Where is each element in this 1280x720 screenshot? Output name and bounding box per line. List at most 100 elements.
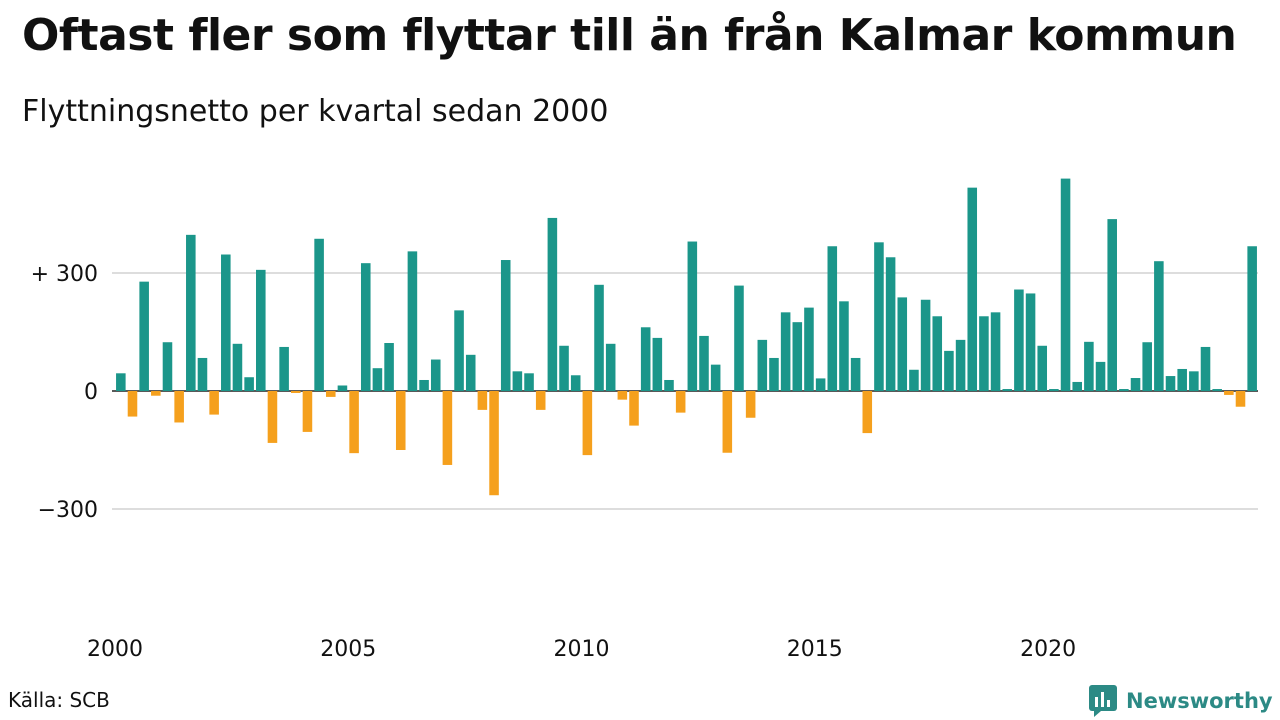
- bar: [885, 257, 896, 391]
- bar: [932, 316, 943, 391]
- chart-title: Oftast fler som flyttar till än från Kal…: [22, 10, 1237, 61]
- bar: [909, 369, 919, 391]
- bar: [489, 391, 499, 496]
- bar: [675, 391, 686, 413]
- x-tick-label: 2000: [87, 637, 143, 662]
- bar: [815, 378, 826, 391]
- bar: [979, 316, 989, 391]
- bar: [372, 368, 383, 391]
- bar: [209, 391, 219, 415]
- bar: [1142, 342, 1152, 391]
- x-tick-label: 2005: [320, 637, 376, 662]
- bar: [769, 357, 779, 391]
- bar: [687, 241, 698, 391]
- bar: [349, 391, 359, 454]
- bar: [652, 337, 663, 391]
- bar: [221, 254, 231, 391]
- bar: [757, 339, 768, 391]
- bar: [967, 187, 978, 391]
- bar: [232, 343, 243, 391]
- bar: [862, 391, 873, 434]
- bar: [500, 260, 511, 391]
- bar: [1177, 368, 1187, 391]
- bar: [535, 391, 546, 410]
- bar: [629, 391, 639, 426]
- bar: [139, 281, 149, 391]
- x-tick-label: 2010: [554, 637, 610, 662]
- bar: [617, 391, 628, 400]
- bar: [419, 379, 429, 391]
- bar: [1165, 376, 1176, 391]
- bar: [1154, 261, 1164, 391]
- bar: [1002, 389, 1013, 391]
- newsworthy-logo[interactable]: Newsworthy: [1088, 684, 1273, 718]
- y-tick-label: −300: [38, 498, 98, 523]
- bar: [570, 375, 581, 391]
- source-note: Källa: SCB: [8, 688, 110, 712]
- bar: [1247, 246, 1257, 391]
- bar: [360, 263, 371, 391]
- bar: [734, 285, 744, 391]
- bar: [1235, 391, 1246, 407]
- bar: [874, 242, 884, 391]
- y-tick-label: 0: [84, 380, 98, 405]
- bar: [839, 301, 849, 391]
- bar: [174, 391, 184, 423]
- bar: [512, 371, 523, 391]
- bar: [780, 312, 791, 391]
- bar: [1189, 371, 1199, 391]
- bar: [477, 391, 488, 410]
- bar: [664, 379, 674, 391]
- bar: [990, 312, 1001, 391]
- bar: [454, 310, 464, 391]
- bar: [244, 377, 254, 391]
- bar: [559, 345, 569, 391]
- bar: [1049, 389, 1059, 391]
- bar: [291, 391, 301, 393]
- bar: [442, 391, 453, 465]
- bar: [1224, 391, 1234, 395]
- bar: [1060, 178, 1071, 391]
- bar: [1095, 361, 1106, 391]
- bar: [1212, 389, 1222, 391]
- bar: [955, 339, 966, 391]
- bar: [1107, 219, 1117, 391]
- bar: [186, 234, 196, 391]
- bar: [279, 346, 289, 391]
- x-tick-label: 2015: [787, 637, 843, 662]
- bar: [395, 391, 406, 450]
- bar: [151, 391, 161, 396]
- bar: [944, 350, 954, 391]
- bar: [722, 391, 733, 453]
- bar: [1084, 341, 1094, 391]
- bar: [792, 322, 803, 391]
- bar: [745, 391, 756, 418]
- bar: [920, 299, 931, 391]
- y-tick-label: + 300: [31, 262, 98, 287]
- chart-subtitle: Flyttningsnetto per kvartal sedan 2000: [22, 94, 609, 129]
- bar: [1200, 346, 1211, 391]
- newsworthy-logo-icon: [1089, 685, 1117, 717]
- bar: [314, 238, 324, 391]
- bar: [127, 391, 138, 417]
- bar: [325, 391, 336, 397]
- bar: [804, 307, 814, 391]
- bar: [1130, 378, 1141, 391]
- bar: [384, 343, 394, 391]
- bar: [640, 327, 651, 391]
- bar: [897, 297, 908, 391]
- bar: [256, 269, 266, 391]
- bar: [547, 217, 558, 391]
- bar: [162, 342, 173, 391]
- bar: [1119, 389, 1129, 391]
- bar: [197, 357, 208, 391]
- bar: [1025, 293, 1036, 391]
- bar: [605, 343, 616, 391]
- newsworthy-logo-text: Newsworthy: [1126, 689, 1273, 713]
- bar: [1037, 345, 1048, 391]
- x-tick-label: 2020: [1020, 637, 1076, 662]
- bar: [302, 391, 313, 432]
- bar: [430, 359, 441, 391]
- bar: [594, 284, 604, 391]
